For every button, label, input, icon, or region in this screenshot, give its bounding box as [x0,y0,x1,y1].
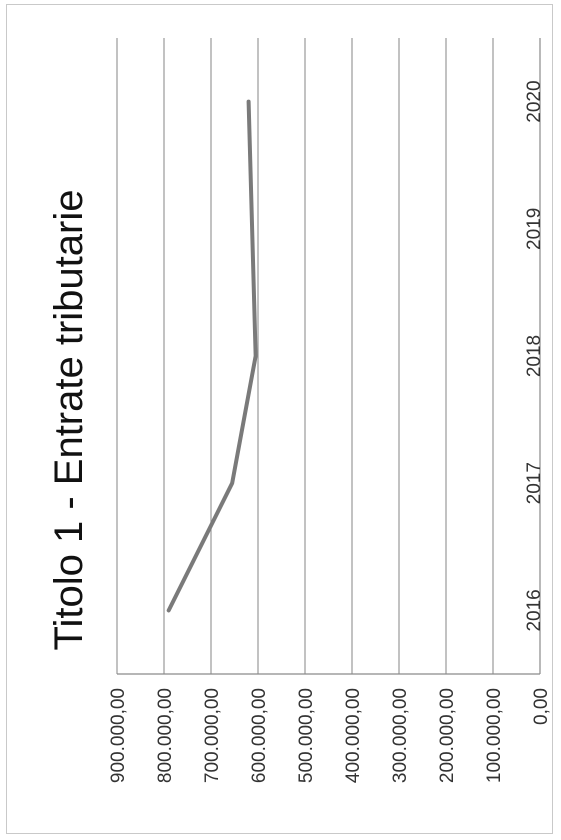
x-tick-label: 2019 [524,208,545,250]
data-point [230,481,234,485]
chart-title: Titolo 1 - Entrate tributarie [47,190,91,651]
y-tick-label: 600.000,00 [249,688,270,783]
x-tick-label: 2016 [524,589,545,631]
x-tick-label: 2018 [524,335,545,377]
series-line [166,99,258,613]
x-tick-labels: 2016 2017 2018 2019 2020 [524,80,545,631]
y-tick-label: 300.000,00 [390,688,411,783]
gridlines [116,38,541,675]
y-tick-label: 100.000,00 [484,688,505,783]
y-tick-label: 200.000,00 [437,688,458,783]
y-tick-label: 700.000,00 [202,688,223,783]
chart-frame [6,4,553,834]
x-tick-label: 2017 [524,462,545,504]
y-tick-label: 500.000,00 [296,688,317,783]
y-tick-label: 0,00 [531,688,552,725]
y-tick-label: 400.000,00 [343,688,364,783]
x-tick-label: 2020 [524,80,545,122]
data-point [254,354,258,358]
series-lines [166,99,258,613]
y-tick-labels: 0,00 100.000,00 200.000,00 300.000,00 400.00… [108,688,552,783]
data-point [167,608,171,612]
data-point [247,100,251,104]
y-tick-label: 900.000,00 [108,688,129,783]
y-tick-label: 800.000,00 [155,688,176,783]
